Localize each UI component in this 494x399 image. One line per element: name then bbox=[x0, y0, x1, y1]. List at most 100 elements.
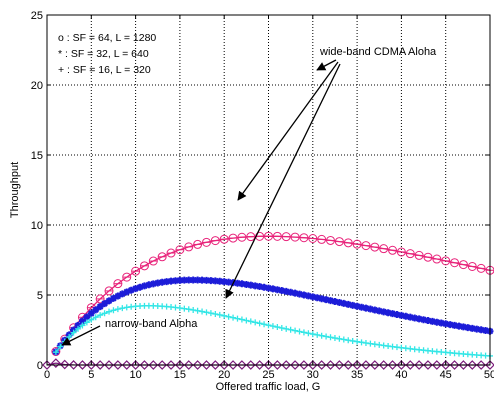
data-point-diamond bbox=[104, 360, 114, 370]
data-point-star bbox=[211, 277, 219, 285]
data-point-star bbox=[446, 321, 454, 329]
data-point-plus bbox=[278, 324, 285, 331]
data-point-star bbox=[313, 294, 321, 302]
data-point-star bbox=[189, 276, 197, 284]
data-point-diamond bbox=[59, 359, 70, 370]
data-point-star bbox=[109, 294, 117, 302]
y-tick-label: 0 bbox=[37, 360, 43, 372]
data-point-plus bbox=[88, 316, 95, 323]
data-point-star bbox=[278, 287, 286, 295]
y-axis-label: Throughput bbox=[9, 162, 21, 218]
data-point-star bbox=[340, 299, 348, 307]
data-point-plus bbox=[238, 316, 245, 323]
data-point-diamond bbox=[237, 360, 247, 370]
data-point-star bbox=[256, 283, 264, 291]
data-point-diamond bbox=[219, 360, 230, 370]
data-point-diamond bbox=[113, 360, 123, 370]
data-point-plus bbox=[199, 308, 206, 315]
data-point-star bbox=[402, 312, 410, 320]
data-point-plus bbox=[207, 310, 214, 317]
data-point-plus bbox=[101, 310, 108, 317]
data-point-plus bbox=[216, 311, 223, 318]
series-star bbox=[52, 276, 494, 356]
data-point-star bbox=[167, 277, 175, 285]
data-point-plus bbox=[70, 329, 77, 336]
data-point-plus bbox=[283, 325, 290, 332]
x-tick-label: 10 bbox=[129, 369, 141, 381]
data-point-star bbox=[74, 321, 82, 329]
data-point-star bbox=[251, 282, 259, 290]
data-point-plus bbox=[57, 343, 64, 350]
data-point-plus bbox=[75, 325, 82, 332]
data-point-plus bbox=[234, 315, 241, 322]
data-point-star bbox=[335, 298, 343, 306]
data-point-star bbox=[185, 276, 193, 284]
annotation-arrow bbox=[61, 325, 101, 346]
data-point-plus bbox=[203, 309, 210, 316]
data-point-star bbox=[171, 277, 179, 285]
data-point-plus bbox=[83, 319, 90, 326]
data-point-star bbox=[358, 303, 366, 311]
data-point-star bbox=[437, 319, 445, 327]
data-point-star bbox=[118, 290, 126, 298]
data-point-plus bbox=[314, 331, 321, 338]
data-point-star bbox=[123, 288, 131, 296]
data-point-diamond bbox=[290, 360, 300, 370]
data-point-plus bbox=[318, 332, 325, 339]
data-point-star bbox=[273, 286, 281, 294]
data-point-diamond bbox=[263, 360, 274, 370]
data-point-star bbox=[92, 306, 100, 314]
data-point-plus bbox=[92, 314, 99, 321]
data-point-plus bbox=[269, 323, 276, 330]
data-point-diamond bbox=[307, 360, 318, 370]
data-point-plus bbox=[274, 324, 281, 331]
x-tick-label: 30 bbox=[307, 369, 319, 381]
data-point-diamond bbox=[334, 360, 345, 370]
x-tick-label: 0 bbox=[44, 369, 50, 381]
data-point-plus bbox=[190, 306, 197, 313]
data-point-star bbox=[269, 285, 277, 293]
data-point-star bbox=[309, 293, 317, 301]
data-point-plus bbox=[354, 338, 361, 345]
data-point-diamond bbox=[369, 360, 380, 370]
x-tick-label: 5 bbox=[88, 369, 94, 381]
data-point-star bbox=[375, 307, 383, 315]
x-tick-label: 50 bbox=[484, 369, 494, 381]
data-point-plus bbox=[327, 334, 334, 341]
y-tick-label: 20 bbox=[31, 80, 43, 92]
data-point-star bbox=[202, 276, 210, 284]
y-tick-label: 5 bbox=[37, 290, 43, 302]
data-point-diamond bbox=[175, 360, 185, 370]
data-point-diamond bbox=[387, 360, 398, 370]
data-point-diamond bbox=[192, 360, 203, 370]
data-point-star bbox=[331, 298, 339, 306]
data-point-star bbox=[163, 278, 171, 286]
data-point-star bbox=[287, 288, 295, 296]
data-point-star bbox=[233, 279, 241, 287]
data-point-diamond bbox=[121, 360, 132, 370]
data-point-plus bbox=[52, 349, 59, 356]
data-point-diamond bbox=[405, 360, 416, 370]
data-point-star bbox=[225, 278, 233, 286]
data-point-plus bbox=[252, 319, 259, 326]
data-point-star bbox=[389, 310, 397, 318]
data-point-diamond bbox=[245, 360, 256, 370]
data-point-plus bbox=[305, 330, 312, 337]
data-point-star bbox=[282, 287, 290, 295]
data-point-star bbox=[96, 303, 104, 311]
data-point-plus bbox=[225, 313, 232, 320]
data-point-diamond bbox=[476, 360, 486, 370]
data-point-diamond bbox=[299, 360, 309, 370]
data-point-star bbox=[477, 326, 485, 334]
data-point-diamond bbox=[210, 360, 221, 370]
data-point-star bbox=[482, 326, 490, 334]
data-point-plus bbox=[110, 307, 117, 314]
data-point-star bbox=[83, 313, 91, 321]
data-point-diamond bbox=[139, 360, 150, 370]
data-point-star bbox=[198, 276, 206, 284]
series-plus bbox=[52, 302, 493, 359]
data-point-diamond bbox=[378, 360, 389, 370]
data-point-diamond bbox=[157, 360, 168, 370]
data-point-plus bbox=[185, 306, 192, 313]
x-tick-label: 40 bbox=[395, 369, 407, 381]
